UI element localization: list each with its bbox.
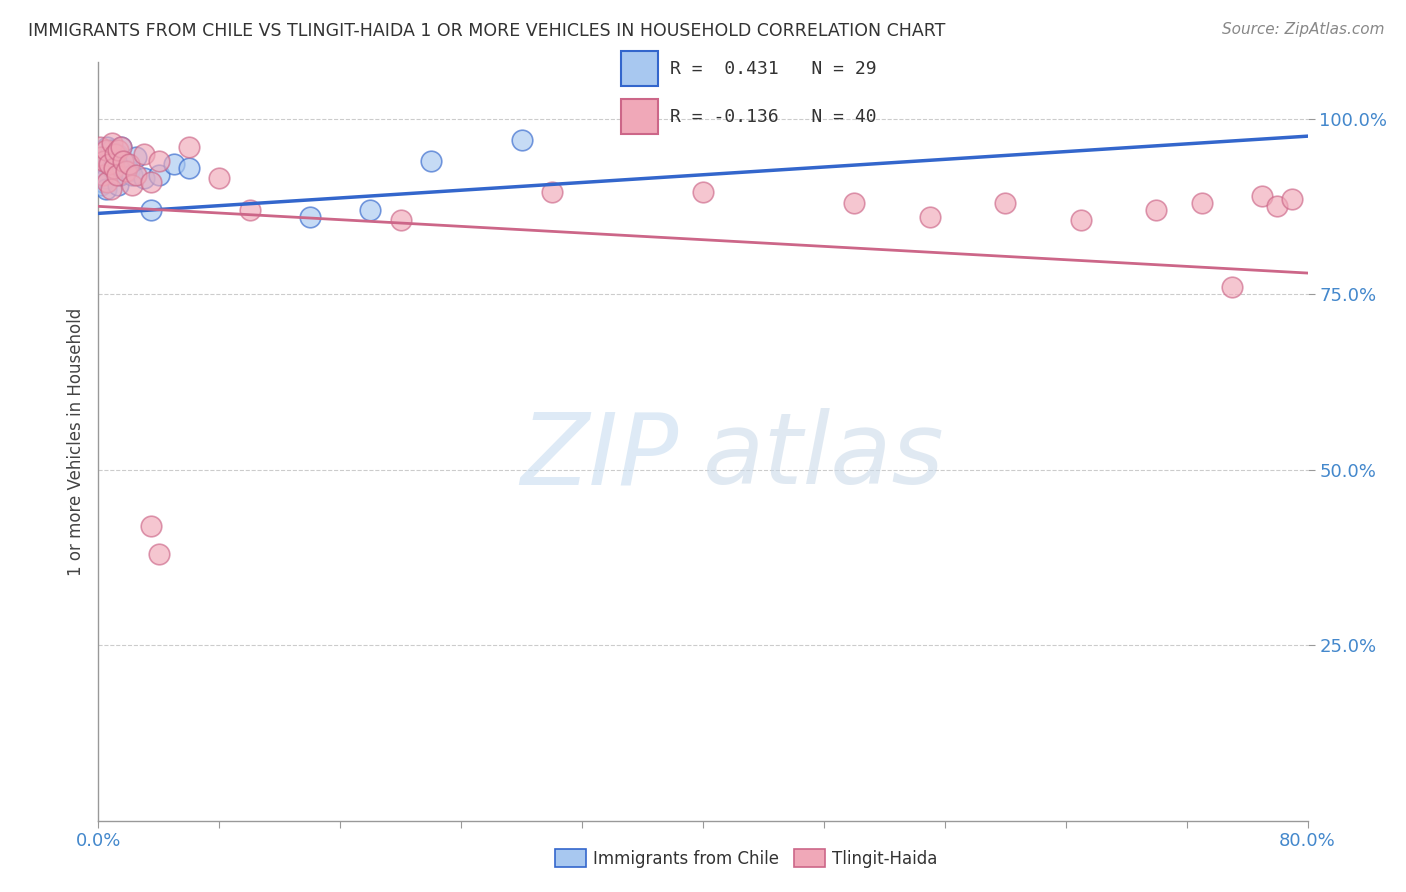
Point	[1070, 213, 1092, 227]
Point	[299, 210, 322, 224]
Point	[91, 175, 114, 189]
Point	[94, 143, 117, 157]
Text: R =  0.431   N = 29: R = 0.431 N = 29	[671, 60, 877, 78]
Point	[93, 168, 115, 182]
Point	[104, 157, 127, 171]
Point	[692, 186, 714, 200]
FancyBboxPatch shape	[621, 99, 658, 135]
Point	[118, 157, 141, 171]
Point	[111, 153, 134, 168]
Point	[100, 182, 122, 196]
Point	[141, 518, 163, 533]
Text: Immigrants from Chile: Immigrants from Chile	[593, 850, 779, 868]
Point	[96, 175, 118, 189]
Point	[110, 139, 132, 153]
Point	[1281, 192, 1303, 206]
Point	[148, 547, 170, 561]
Point	[148, 153, 170, 168]
Point	[96, 139, 118, 153]
Point	[208, 171, 231, 186]
Text: ZIP: ZIP	[520, 409, 679, 505]
Point	[1144, 202, 1167, 217]
Point	[121, 168, 143, 182]
Text: R = -0.136   N = 40: R = -0.136 N = 40	[671, 108, 877, 126]
Text: Tlingit-Haida: Tlingit-Haida	[832, 850, 938, 868]
Point	[94, 182, 117, 196]
Point	[110, 139, 132, 153]
Point	[1251, 189, 1274, 203]
Point	[91, 168, 114, 182]
Point	[104, 146, 127, 161]
Point	[844, 195, 866, 210]
Point	[1267, 199, 1289, 213]
FancyBboxPatch shape	[621, 51, 658, 87]
Point	[179, 139, 201, 153]
Point	[118, 164, 141, 178]
Point	[141, 175, 163, 189]
Point	[114, 164, 136, 178]
Point	[105, 146, 128, 161]
Point	[125, 150, 148, 164]
Point	[1220, 280, 1243, 294]
Point	[107, 143, 129, 157]
Point	[132, 146, 155, 161]
Point	[111, 153, 134, 168]
Point	[108, 168, 131, 182]
Point	[420, 153, 443, 168]
Point	[90, 150, 112, 164]
Point	[101, 161, 124, 175]
Text: atlas: atlas	[703, 409, 945, 505]
Point	[94, 171, 117, 186]
Point	[125, 168, 148, 182]
Point	[100, 143, 122, 157]
Point	[105, 168, 128, 182]
Point	[239, 202, 262, 217]
Point	[98, 157, 121, 171]
Point	[98, 153, 121, 168]
Point	[132, 171, 155, 186]
Point	[1191, 195, 1213, 210]
Point	[389, 213, 412, 227]
Point	[107, 178, 129, 193]
Point	[918, 210, 941, 224]
Text: IMMIGRANTS FROM CHILE VS TLINGIT-HAIDA 1 OR MORE VEHICLES IN HOUSEHOLD CORRELATI: IMMIGRANTS FROM CHILE VS TLINGIT-HAIDA 1…	[28, 22, 945, 40]
Point	[103, 161, 125, 175]
Point	[360, 202, 382, 217]
Point	[114, 157, 136, 171]
Point	[103, 150, 125, 164]
Point	[510, 133, 533, 147]
Point	[141, 202, 163, 217]
Point	[121, 178, 143, 193]
Point	[101, 136, 124, 151]
Point	[994, 195, 1017, 210]
Point	[90, 178, 112, 193]
Point	[163, 157, 186, 171]
Point	[179, 161, 201, 175]
Point	[89, 139, 111, 153]
Point	[93, 153, 115, 168]
Y-axis label: 1 or more Vehicles in Household: 1 or more Vehicles in Household	[66, 308, 84, 575]
Point	[540, 186, 562, 200]
Point	[148, 168, 170, 182]
Text: Source: ZipAtlas.com: Source: ZipAtlas.com	[1222, 22, 1385, 37]
